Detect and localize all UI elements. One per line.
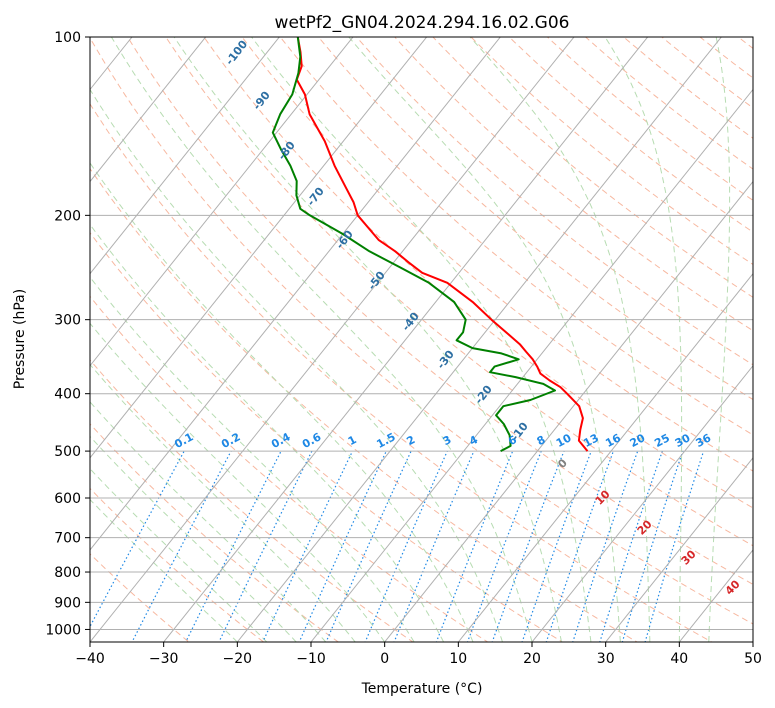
moist-adiabat — [90, 276, 415, 642]
mixing-ratio-label: 10 — [554, 431, 574, 450]
dry-adiabat — [165, 37, 753, 547]
background-lines — [90, 37, 753, 642]
mixing-ratio-line — [298, 450, 387, 642]
x-tick-label: 50 — [744, 651, 762, 667]
y-tick-label: 700 — [54, 531, 81, 547]
dry-adiabat — [90, 423, 340, 642]
mixing-ratio-line — [393, 450, 475, 642]
dry-adiabat — [127, 37, 753, 585]
isotherm — [90, 37, 428, 459]
dry-adiabat — [90, 295, 489, 642]
moist-adiabat — [90, 435, 297, 642]
isotherm — [90, 37, 575, 642]
isotherm — [605, 457, 753, 642]
mixing-ratio-line — [435, 450, 514, 642]
moist-adiabat — [173, 37, 562, 642]
moist-adiabat — [90, 322, 386, 642]
y-axis-ticks: 100 200 300 400 500 600 700 800 900 1000 — [45, 30, 90, 638]
mixing-ratio-line — [218, 450, 313, 642]
dry-adiabat — [90, 37, 753, 625]
x-tick-label: −30 — [149, 651, 179, 667]
y-tick-label: 400 — [54, 387, 81, 403]
y-axis-label: Pressure (hPa) — [12, 289, 28, 389]
y-tick-label: 600 — [54, 491, 81, 507]
dry-adiabat — [279, 37, 753, 436]
y-tick-label: 800 — [54, 565, 81, 581]
y-tick-label: 100 — [54, 30, 81, 46]
x-tick-label: 0 — [380, 651, 389, 667]
mixing-ratio-label: 16 — [603, 431, 623, 450]
plot-frame — [89, 36, 754, 643]
x-tick-label: −40 — [75, 651, 105, 667]
x-axis-ticks: −40 −30 −20 −10 0 10 20 30 40 50 — [75, 642, 762, 667]
sounding-profiles — [271, 37, 589, 452]
moist-adiabat — [90, 468, 268, 642]
dry-adiabat — [317, 37, 753, 401]
y-tick-label: 1000 — [45, 622, 81, 638]
isotherm — [90, 37, 501, 551]
dewpoint-profile — [271, 37, 556, 452]
grid-lines — [90, 37, 753, 642]
isotherm — [90, 37, 354, 367]
isotherm — [531, 364, 753, 642]
x-axis-label: Temperature (°C) — [361, 681, 483, 697]
isotherm — [384, 180, 753, 642]
x-tick-label: −10 — [296, 651, 326, 667]
moist-adiabat — [90, 162, 474, 642]
y-tick-label: 500 — [54, 444, 81, 460]
mixing-ratio-label: 25 — [652, 431, 672, 450]
x-tick-label: −20 — [223, 651, 253, 667]
dry-adiabat — [90, 359, 414, 642]
isotherm — [90, 37, 280, 275]
chart-title: wetPf2_GN04.2024.294.16.02.G06 — [275, 13, 570, 33]
moist-adiabat — [90, 498, 238, 642]
y-tick-label: 200 — [54, 208, 81, 224]
moist-adiabat — [110, 37, 533, 642]
y-tick-label: 300 — [54, 313, 81, 329]
mixing-ratio-line — [185, 450, 282, 642]
dry-adiabat — [241, 37, 753, 472]
mixing-ratio-line — [262, 450, 354, 642]
mixing-ratio-line — [644, 450, 705, 642]
isotherm — [90, 37, 207, 183]
moist-adiabat — [708, 37, 731, 642]
x-tick-label: 20 — [523, 651, 541, 667]
mixing-ratio-label: 20 — [628, 431, 648, 450]
mixing-ratio-label: 36 — [694, 431, 714, 450]
moist-adiabat — [469, 37, 651, 642]
isotherm — [236, 37, 722, 642]
dry-adiabat — [90, 167, 639, 642]
mixing-ratio-line — [621, 450, 684, 642]
moist-adiabat — [604, 37, 683, 642]
moist-adiabat — [90, 363, 356, 642]
mixing-ratio-label: 13 — [581, 431, 601, 450]
mixing-ratio-line — [364, 450, 448, 642]
temperature-profile — [295, 37, 589, 452]
mixing-ratio-label: 30 — [673, 431, 693, 450]
dry-adiabat — [203, 37, 753, 509]
dry-adiabat — [90, 103, 713, 642]
moist-adiabat — [90, 88, 503, 642]
mixing-ratio-line — [491, 450, 565, 642]
x-tick-label: 10 — [449, 651, 467, 667]
x-tick-label: 40 — [670, 651, 688, 667]
moist-adiabat — [90, 223, 445, 642]
dry-adiabat — [355, 37, 753, 366]
dry-adiabat — [90, 231, 564, 642]
x-tick-label: 30 — [597, 651, 615, 667]
isotherm — [310, 88, 753, 642]
y-tick-label: 900 — [54, 595, 81, 611]
isotherm — [163, 37, 649, 642]
moist-adiabat — [251, 37, 592, 642]
mixing-ratio-line — [325, 450, 412, 642]
moist-adiabat — [348, 37, 621, 642]
isotherm — [457, 272, 753, 642]
